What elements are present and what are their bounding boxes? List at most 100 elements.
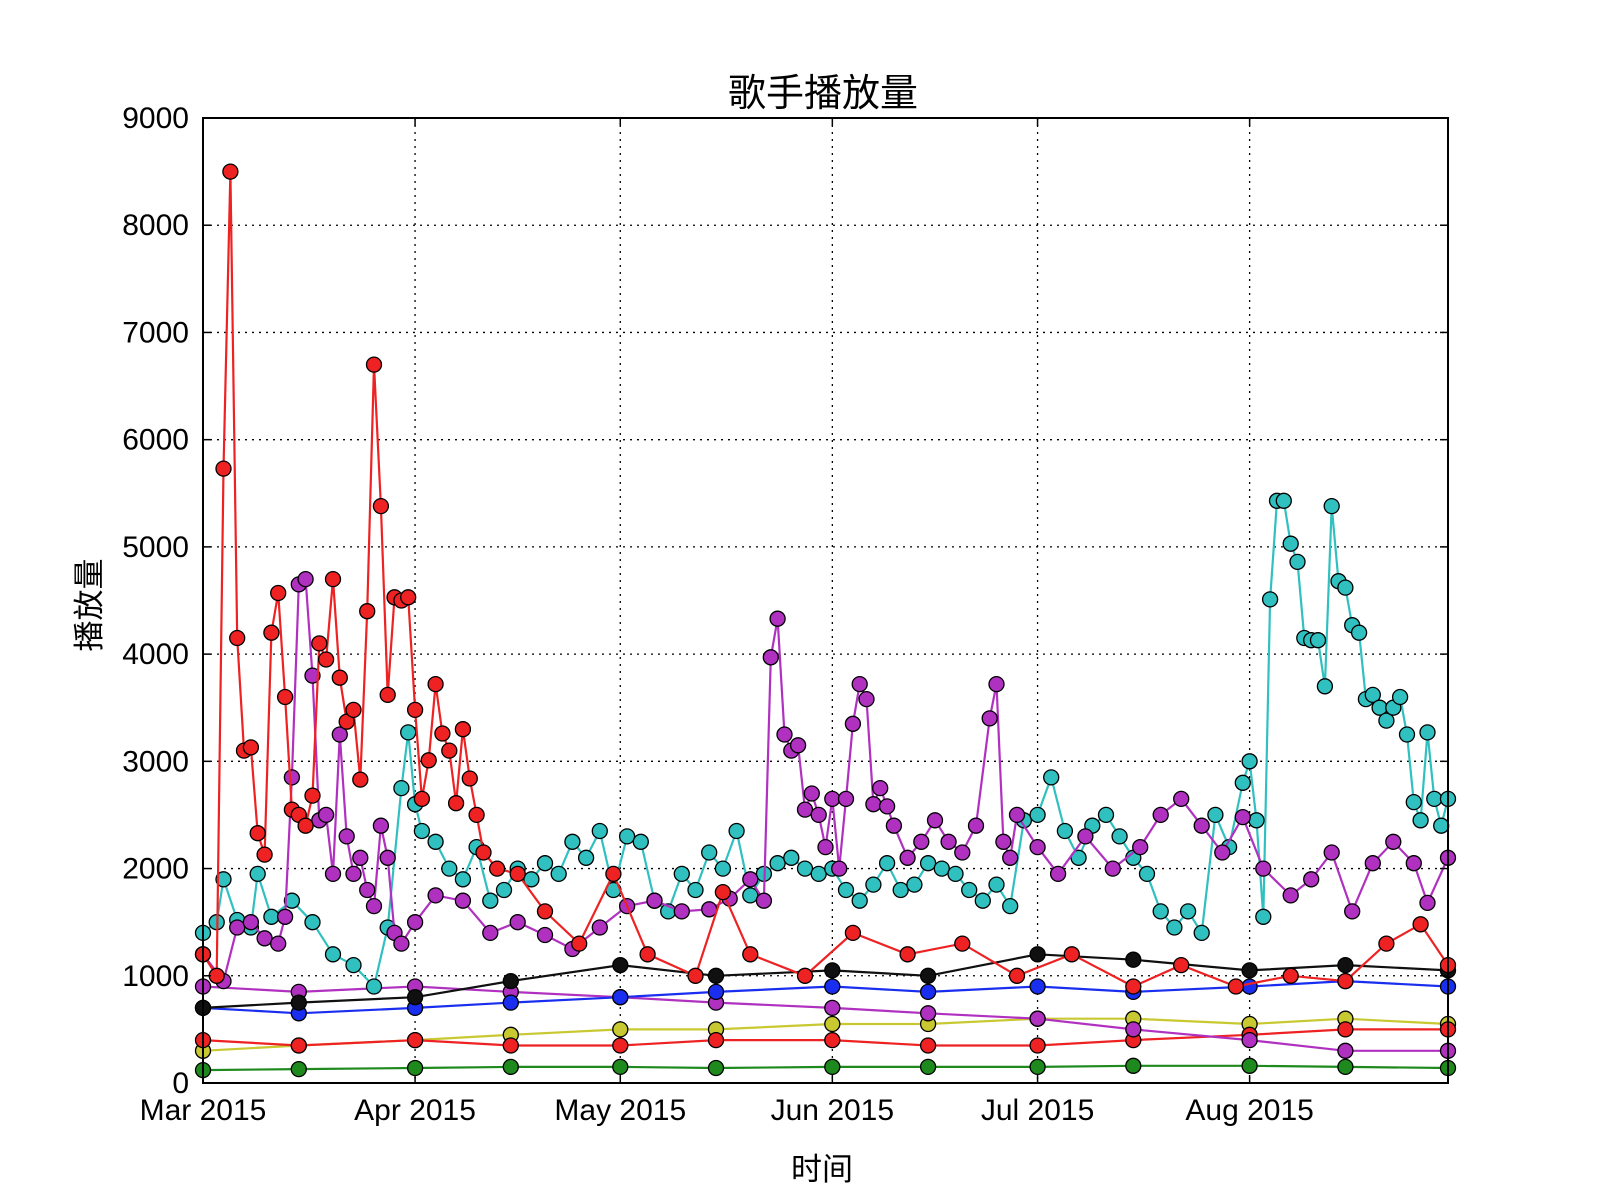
data-point <box>550 865 567 883</box>
data-point <box>475 844 492 861</box>
data-point <box>796 967 814 984</box>
series-3 <box>194 946 1457 1017</box>
data-point <box>919 983 937 1001</box>
x-tick-label: Jun 2015 <box>771 1094 894 1127</box>
data-point <box>844 715 862 732</box>
data-point <box>899 946 916 963</box>
data-point <box>591 822 608 840</box>
data-point <box>1378 935 1395 952</box>
data-point <box>892 881 909 899</box>
data-point <box>1337 956 1354 974</box>
y-axis-title: 播放量 <box>72 559 108 652</box>
data-point <box>858 690 875 708</box>
data-point <box>447 795 465 812</box>
data-point <box>1275 492 1292 509</box>
data-point <box>919 1037 937 1054</box>
data-point <box>851 892 868 909</box>
data-point <box>1378 712 1395 729</box>
data-point <box>885 817 903 834</box>
data-point <box>1309 632 1327 649</box>
data-point <box>502 1037 519 1054</box>
data-point <box>1241 978 1258 995</box>
data-point <box>290 1060 307 1078</box>
data-point <box>1419 894 1436 912</box>
data-point <box>1391 688 1409 706</box>
data-point <box>249 865 266 883</box>
data-point <box>229 629 246 647</box>
y-tick-label: 3000 <box>122 745 189 778</box>
data-point <box>769 610 786 627</box>
data-point <box>509 914 526 931</box>
data-point <box>406 701 424 719</box>
data-point <box>1405 855 1422 872</box>
data-point <box>1426 790 1443 808</box>
data-point <box>742 871 759 888</box>
data-point <box>707 967 725 984</box>
data-point <box>1241 962 1258 979</box>
data-point <box>1241 1057 1258 1074</box>
x-tick-label: Jul 2015 <box>981 1094 1094 1127</box>
data-point <box>988 876 1005 893</box>
data-point <box>803 785 820 802</box>
data-point <box>338 828 355 845</box>
data-point <box>1234 774 1251 791</box>
data-point <box>420 752 437 769</box>
data-point <box>249 825 266 842</box>
data-point <box>441 860 458 877</box>
data-point <box>1248 812 1265 829</box>
data-point <box>324 946 342 963</box>
data-point <box>851 675 868 693</box>
x-tick-label: Apr 2015 <box>354 1094 476 1127</box>
data-point <box>1385 833 1402 850</box>
data-point <box>263 624 280 641</box>
data-point <box>872 779 889 797</box>
x-tick-label: Aug 2015 <box>1185 1094 1313 1127</box>
data-point <box>824 1031 841 1049</box>
data-point <box>995 833 1012 850</box>
data-point <box>290 1037 307 1054</box>
data-point <box>1152 806 1169 824</box>
data-point <box>283 769 301 786</box>
data-point <box>215 460 232 477</box>
data-point <box>365 356 383 373</box>
data-point <box>1173 956 1190 974</box>
series-0 <box>194 163 1457 995</box>
y-tick-label: 7000 <box>122 316 189 349</box>
data-point <box>571 935 588 952</box>
data-point <box>352 849 369 866</box>
data-point <box>1029 1037 1046 1054</box>
data-point <box>646 892 663 909</box>
data-point <box>406 1031 424 1049</box>
series-line <box>202 171 1449 988</box>
data-point <box>919 1005 937 1022</box>
data-point <box>290 994 307 1011</box>
data-point <box>1138 865 1156 883</box>
data-point <box>1419 724 1436 741</box>
data-point <box>974 892 991 909</box>
grid-lines <box>203 118 1448 1083</box>
data-point <box>1125 1021 1142 1038</box>
axis-tick-labels: 0 1000 2000 3000 4000 5000 6000 7000 8000 9000 Mar… <box>122 102 1314 1127</box>
data-point <box>707 983 725 1001</box>
data-point <box>1303 871 1320 888</box>
data-point <box>796 801 814 818</box>
data-point <box>1316 678 1334 695</box>
data-point <box>1008 806 1026 824</box>
data-point <box>1029 1058 1046 1076</box>
data-point <box>728 822 745 840</box>
data-point <box>1077 828 1094 845</box>
data-point <box>427 833 444 850</box>
data-point <box>365 978 383 995</box>
data-point <box>1323 497 1340 515</box>
data-point <box>400 724 417 741</box>
data-point <box>1337 1021 1354 1038</box>
y-tick-label: 4000 <box>122 638 189 671</box>
data-point <box>919 967 937 984</box>
data-point <box>1261 591 1279 608</box>
data-point <box>577 849 595 866</box>
data-point <box>502 994 519 1011</box>
data-point <box>933 860 950 877</box>
data-point <box>714 860 732 877</box>
data-point <box>297 570 314 588</box>
